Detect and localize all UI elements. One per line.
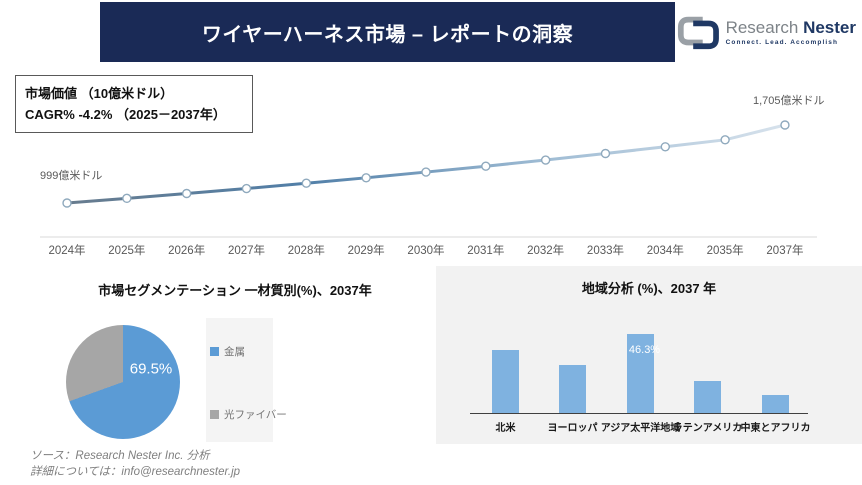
x-axis-tick: 2034年: [647, 243, 684, 257]
x-axis-tick: 2033年: [587, 243, 624, 257]
interlocked-squares-icon: [677, 16, 719, 50]
x-axis-tick: 2031年: [467, 243, 504, 257]
x-axis-tick: 2025年: [108, 243, 145, 257]
bar-category-label: 北米: [495, 423, 516, 434]
source-line: ソース：Research Nester Inc. 分析: [30, 450, 210, 462]
brand-logo: Research Nester Connect. Lead. Accomplis…: [674, 12, 856, 52]
market-value-line-chart: 999億米ドル 1,705億米ドル 2024年 2025年 2026年 2027年 2028…: [40, 94, 825, 257]
x-axis-tick: 2029年: [348, 243, 385, 257]
x-axis-tick: 2037年: [766, 243, 803, 257]
page-title: ワイヤーハーネス市場 – レポートの洞察: [201, 23, 574, 46]
source-footer: ソース：Research Nester Inc. 分析 詳細については：info…: [30, 448, 240, 480]
bar-category-label: 中東とアフリカ: [740, 423, 811, 434]
bar-category-label: ラテンアメリカ: [672, 423, 743, 434]
x-axis-tick: 2030年: [407, 243, 444, 257]
legend-item-fiber: 光ファイバー: [210, 407, 287, 422]
legend-item-metal: 金属: [210, 344, 245, 359]
x-axis-tick: 2024年: [48, 243, 85, 257]
contact-line: 詳細については：info@researchnester.jp: [30, 466, 241, 478]
line-start-value-label: 999億米ドル: [40, 169, 102, 182]
x-axis-tick: 2028年: [288, 243, 325, 257]
line-end-value-label: 1,705億米ドル: [753, 94, 825, 107]
brand-nester: Nester: [803, 17, 856, 37]
bar-0: [492, 350, 519, 413]
market-value-box: 市場価値 （10億米ドル） CAGR% -4.2% （2025－2037年）: [15, 75, 253, 133]
legend-label-fiber: 光ファイバー: [224, 409, 287, 421]
x-axis-tick: 2035年: [707, 243, 744, 257]
x-axis-tick: 2026年: [168, 243, 205, 257]
x-axis-tick: 2027年: [228, 243, 265, 257]
x-axis-tick: 2032年: [527, 243, 564, 257]
regional-analysis-panel: 地域分析 (%)、2037 年 北米 ヨーロッパ アジア太平洋地域 ラテンアメリカ 中東…: [436, 266, 862, 444]
brand-name: Research Nester: [725, 17, 856, 37]
brand-tagline: Connect. Lead. Accomplish: [725, 38, 839, 46]
legend-label-metal: 金属: [224, 346, 245, 358]
bar-2: [627, 334, 654, 413]
bar-1: [559, 365, 586, 413]
brand-research: Research: [725, 17, 799, 37]
pie-chart-title: 市場セグメンテーション 一材質別(%)、2037年: [98, 283, 372, 298]
bar-value-label: 46.3%: [628, 344, 661, 356]
bar-category-label: ヨーロッパ: [547, 423, 598, 434]
pie-legend-panel: [206, 318, 273, 442]
legend-swatch-metal: [210, 347, 219, 356]
bar-chart-x-axis: [470, 413, 808, 414]
header-banner: ワイヤーハーネス市場 – レポートの洞察: [100, 2, 675, 62]
pie-slice-value-label: 69.5%: [129, 360, 173, 378]
legend-swatch-fiber: [210, 410, 219, 419]
logo-text: Research Nester Connect. Lead. Accomplis…: [725, 17, 856, 46]
market-value-label: 市場価値 （10億米ドル）: [25, 86, 174, 101]
segmentation-pie-chart: [66, 325, 180, 439]
cagr-label: CAGR% -4.2% （2025－2037年）: [25, 107, 226, 122]
bar-3: [694, 381, 721, 413]
bar-chart-title: 地域分析 (%)、2037 年: [581, 281, 717, 296]
bar-4: [762, 395, 789, 413]
bar-category-label: アジア太平洋地域: [600, 423, 681, 434]
